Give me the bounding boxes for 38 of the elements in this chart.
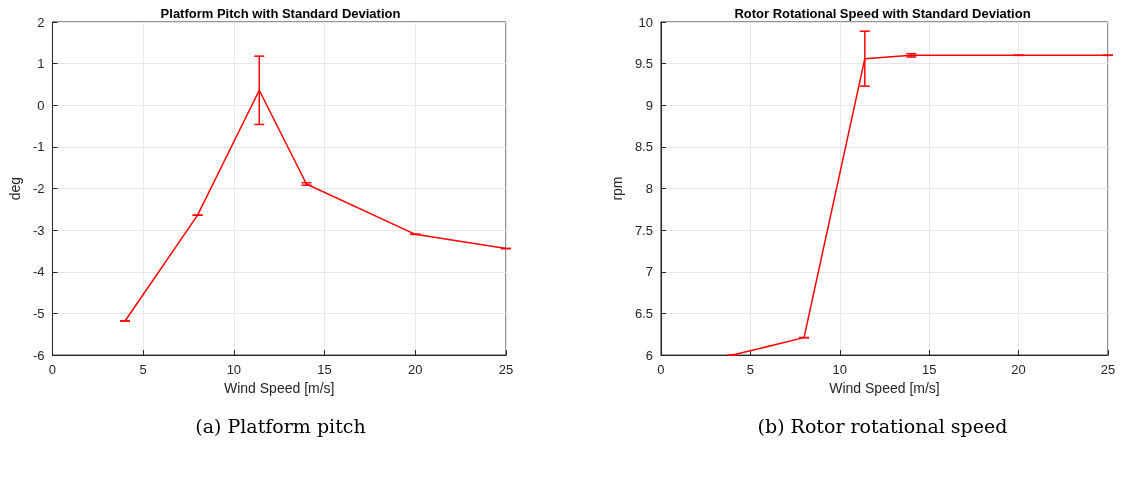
chart-title: Rotor Rotational Speed with Standard Deviation bbox=[734, 6, 1031, 21]
y-tick-label: 6.5 bbox=[634, 305, 653, 321]
y-axis-title: deg bbox=[7, 176, 23, 201]
y-tick-label: 9.5 bbox=[634, 56, 653, 72]
chart-title: Platform Pitch with Standard Deviation bbox=[160, 6, 401, 21]
x-tick-label: 10 bbox=[832, 362, 848, 378]
y-tick-label: -2 bbox=[32, 181, 45, 197]
x-axis-title: Wind Speed [m/s] bbox=[223, 380, 335, 396]
y-tick-label: 6 bbox=[645, 347, 653, 363]
y-tick-label: -6 bbox=[32, 347, 45, 363]
x-tick-label: 15 bbox=[317, 362, 332, 378]
y-tick-label: -3 bbox=[32, 222, 45, 238]
y-tick-label: 1 bbox=[37, 56, 45, 72]
y-tick-label: -1 bbox=[32, 139, 45, 155]
x-tick-label: 5 bbox=[746, 362, 754, 378]
y-tick-label: 8.5 bbox=[634, 139, 653, 155]
text: (a) Platform pitch bbox=[194, 415, 367, 437]
x-tick-label: 10 bbox=[226, 362, 242, 378]
y-axis-title: rpm bbox=[609, 176, 625, 201]
x-tick-label: 20 bbox=[1011, 362, 1026, 378]
text: (b) Rotor rotational speed bbox=[756, 415, 1009, 437]
y-tick-label: 8 bbox=[645, 181, 653, 197]
x-tick-label: 15 bbox=[921, 362, 937, 378]
y-tick-label: 10 bbox=[638, 14, 653, 30]
x-tick-label: 25 bbox=[1100, 362, 1116, 378]
x-tick-label: 0 bbox=[657, 362, 665, 378]
x-tick-label: 0 bbox=[48, 362, 57, 378]
x-tick-label: 20 bbox=[408, 362, 423, 378]
x-axis-title: Wind Speed [m/s] bbox=[829, 380, 940, 396]
y-tick-label: -4 bbox=[32, 264, 45, 280]
y-tick-label: 9 bbox=[645, 97, 653, 113]
x-tick-label: 5 bbox=[139, 362, 147, 378]
y-tick-label: 7 bbox=[645, 264, 653, 280]
y-tick-label: 0 bbox=[37, 97, 45, 113]
y-tick-label: 2 bbox=[37, 14, 45, 30]
x-tick-label: 25 bbox=[498, 362, 514, 378]
y-tick-label: 7.5 bbox=[634, 222, 653, 238]
y-tick-label: -5 bbox=[32, 305, 45, 321]
